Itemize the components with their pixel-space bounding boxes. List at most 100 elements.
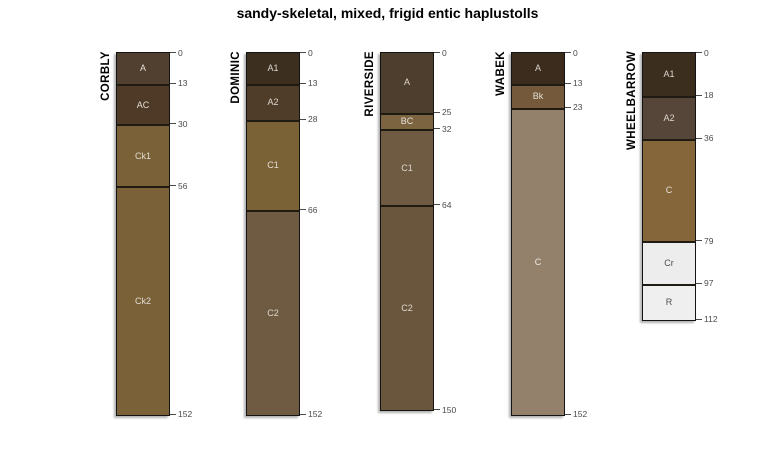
horizon-label: C1 <box>267 160 279 171</box>
depth-tick-label: 0 <box>442 47 447 58</box>
horizon-label: BC <box>400 116 414 127</box>
depth-tick-label: 79 <box>704 235 714 246</box>
depth-tick <box>696 52 702 53</box>
profile-column-riverside: A BC C1 C2 <box>380 52 434 411</box>
horizon-label: C <box>665 185 673 196</box>
horizon-rect-c1: C1 <box>247 119 299 211</box>
depth-tick-label: 56 <box>178 180 188 191</box>
horizon-label: C2 <box>267 307 279 318</box>
horizon-label: AC <box>136 99 150 110</box>
profile-id-label: WHEELBARROW <box>626 51 638 150</box>
horizon-label: C1 <box>401 162 413 173</box>
depth-tick <box>170 82 176 84</box>
depth-tick-label: 13 <box>178 78 188 89</box>
depth-tick <box>170 185 176 187</box>
horizon-rect-a: A <box>117 53 169 84</box>
depth-tick-label: 66 <box>308 204 318 215</box>
horizon-label: A1 <box>663 68 675 79</box>
horizon-rect-a2: A2 <box>643 95 695 139</box>
horizon-rect-a2: A2 <box>247 83 299 120</box>
depth-tick <box>434 111 440 113</box>
horizon-rect-c1: C1 <box>381 129 433 206</box>
depth-tick <box>696 137 702 139</box>
horizon-rect-c: C <box>643 138 695 241</box>
depth-tick-label: 0 <box>178 47 183 58</box>
depth-tick-label: 112 <box>704 313 718 324</box>
depth-tick <box>434 52 440 53</box>
depth-tick <box>300 209 306 211</box>
depth-tick-label: 150 <box>442 404 457 415</box>
depth-tick <box>170 52 176 53</box>
depth-tick-label: 28 <box>308 113 318 124</box>
depth-tick-label: 18 <box>704 90 714 101</box>
depth-tick-label: 36 <box>704 132 714 143</box>
depth-tick-label: 25 <box>442 106 452 117</box>
horizon-label: A <box>139 62 146 73</box>
horizon-rect-c2: C2 <box>247 210 299 415</box>
depth-tick-label: 152 <box>178 409 193 419</box>
horizon-rect-a1: A1 <box>643 53 695 96</box>
horizon-rect-r: R <box>643 283 695 320</box>
depth-tick-label: 152 <box>308 409 323 419</box>
horizon-rect-c2: C2 <box>381 205 433 410</box>
depth-tick <box>565 82 571 84</box>
profile-id-label: RIVERSIDE <box>364 51 376 117</box>
depth-tick-label: 23 <box>573 101 583 112</box>
horizon-label: R <box>665 297 673 308</box>
chart-title: sandy-skeletal, mixed, frigid entic hapl… <box>236 5 539 21</box>
horizon-label: C2 <box>401 303 413 314</box>
profile-column-dominic: A1 A2 C1 C2 <box>246 52 300 416</box>
depth-tick-label: 30 <box>178 118 188 129</box>
depth-tick <box>434 128 440 130</box>
depth-tick <box>434 409 440 410</box>
horizon-label: A2 <box>267 97 279 108</box>
horizon-label: A <box>403 77 410 88</box>
depth-tick-label: 0 <box>308 47 313 58</box>
horizon-rect-ck2: Ck2 <box>117 186 169 415</box>
depth-tick <box>565 106 571 108</box>
profile-id-label: CORBLY <box>100 51 112 101</box>
horizon-label: C <box>534 256 542 267</box>
horizon-label: Ck1 <box>134 150 151 161</box>
horizon-label: Cr <box>664 257 674 268</box>
horizon-rect-ck1: Ck1 <box>117 124 169 187</box>
depth-tick <box>170 413 176 415</box>
horizon-rect-a: A <box>381 53 433 113</box>
depth-tick <box>300 118 306 120</box>
depth-tick <box>696 282 702 284</box>
depth-tick-label: 13 <box>308 78 318 89</box>
depth-tick <box>434 204 440 206</box>
horizon-rect-a: A <box>512 53 564 84</box>
depth-tick <box>696 318 702 320</box>
depth-tick-label: 32 <box>442 123 452 134</box>
horizon-rect-c: C <box>512 107 564 415</box>
horizon-rect-bk: Bk <box>512 83 564 108</box>
depth-tick <box>696 240 702 242</box>
horizon-label: Bk <box>532 91 544 102</box>
depth-tick-label: 64 <box>442 199 452 210</box>
profile-column-wheelbarrow: A1 A2 C Cr R <box>642 52 696 321</box>
depth-tick <box>300 52 306 53</box>
horizon-rect-cr: Cr <box>643 240 695 284</box>
horizon-label: A <box>534 62 541 73</box>
profile-column-corbly: A AC Ck1 Ck2 <box>116 52 170 416</box>
depth-tick-label: 152 <box>573 409 588 419</box>
depth-tick <box>170 123 176 125</box>
horizon-label: A1 <box>267 62 279 73</box>
profile-column-wabek: A Bk C <box>511 52 565 416</box>
horizon-label: Ck2 <box>134 296 151 306</box>
depth-tick <box>565 413 571 415</box>
depth-tick-label: 97 <box>704 278 714 289</box>
horizon-rect-bc: BC <box>381 112 433 130</box>
depth-tick-label: 13 <box>573 78 583 89</box>
depth-tick-label: 0 <box>704 47 709 58</box>
horizon-label: A2 <box>663 112 675 123</box>
profile-id-label: WABEK <box>495 51 507 96</box>
horizon-rect-a1: A1 <box>247 53 299 84</box>
horizon-rect-ac: AC <box>117 83 169 125</box>
depth-tick <box>300 413 306 415</box>
depth-tick <box>300 82 306 84</box>
depth-tick <box>696 94 702 96</box>
depth-tick-label: 0 <box>573 47 578 58</box>
profile-id-label: DOMINIC <box>230 51 242 104</box>
